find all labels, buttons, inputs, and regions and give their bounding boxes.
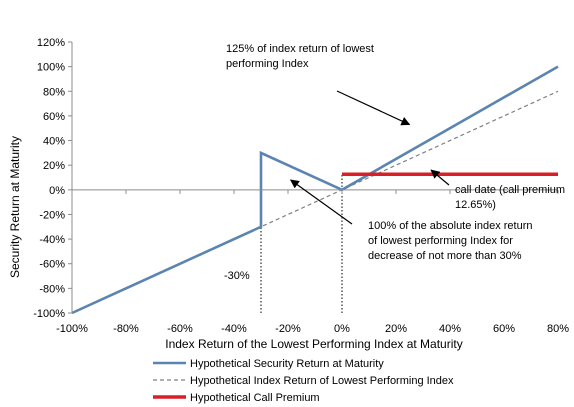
y-tick-label: 40% [43, 136, 65, 148]
annotation-arrow [336, 90, 411, 126]
x-tick-label: -100% [56, 323, 88, 335]
y-tick-label: 120% [37, 37, 65, 49]
y-tick-label: -20% [39, 209, 65, 221]
y-tick-label: 60% [43, 111, 65, 123]
annotations: 125% of index return of lowest performing… [224, 43, 565, 282]
x-tick-label: -80% [113, 323, 139, 335]
legend-item: Hypothetical Call Premium [153, 392, 320, 404]
legend-label: Hypothetical Index Return of Lowest Perf… [190, 375, 454, 387]
x-tick-label: -20% [275, 323, 301, 335]
annotation-text: -30% [224, 270, 250, 282]
annotation-text: decrease of not more than 30% [368, 250, 522, 262]
annotation-arrow [289, 179, 353, 225]
x-tick-label: 0% [334, 323, 350, 335]
y-tick-label: -60% [39, 259, 65, 271]
annotation-arrow [430, 169, 450, 186]
annotation-text: performing Index [226, 58, 309, 70]
legend-item: Hypothetical Security Return at Maturity [153, 358, 384, 370]
legend-label: Hypothetical Call Premium [190, 392, 320, 404]
annotation: 125% of index return of lowest performing… [226, 43, 411, 126]
y-tick-label: 80% [43, 86, 65, 98]
x-tick-labels: -100% -80% -60% -40% -20% 0% 20% 40% 60% 80% [56, 323, 569, 335]
series-layer [71, 65, 559, 315]
x-tick-label: 40% [439, 323, 461, 335]
y-tick-label: -40% [39, 234, 65, 246]
y-tick-label: 0% [49, 185, 65, 197]
y-tick-labels: -100% -80% -60% -40% -20% 0% 20% 40% 60% 80% 100% 1… [33, 37, 65, 320]
annotation-text: 100% of the absolute index return [368, 220, 533, 232]
legend-item: Hypothetical Index Return of Lowest Perf… [153, 375, 454, 387]
x-tick-label: 20% [385, 323, 407, 335]
x-tick-label: -60% [167, 323, 193, 335]
legend: Hypothetical Security Return at Maturity… [153, 358, 454, 404]
annotation-text: 125% of index return of lowest [226, 43, 374, 55]
x-axis-title: Index Return of the Lowest Performing In… [165, 337, 462, 351]
y-tick-label: -100% [33, 308, 65, 320]
y-axis-title: Security Return at Maturity [8, 136, 22, 278]
x-tick-label: 60% [493, 323, 515, 335]
annotation-text: of lowest performing Index for [368, 235, 513, 247]
annotation: -30% [224, 270, 250, 282]
y-tick-label: -80% [39, 283, 65, 295]
axes [68, 41, 559, 314]
annotation-text: 12.65%) [455, 199, 496, 211]
annotation: 100% of the absolute index return of lowe… [289, 179, 533, 262]
y-tick-label: 100% [37, 62, 65, 74]
annotation-text: call date (call premium [455, 184, 565, 196]
x-tick-label: 80% [547, 323, 569, 335]
x-tick-label: -40% [221, 323, 247, 335]
reference-lines [260, 174, 343, 313]
y-tick-label: 20% [43, 160, 65, 172]
annotation: call date (call premium 12.65%) [430, 169, 565, 211]
series-line [71, 90, 559, 314]
series-line [71, 65, 559, 315]
legend-label: Hypothetical Security Return at Maturity [190, 358, 384, 370]
